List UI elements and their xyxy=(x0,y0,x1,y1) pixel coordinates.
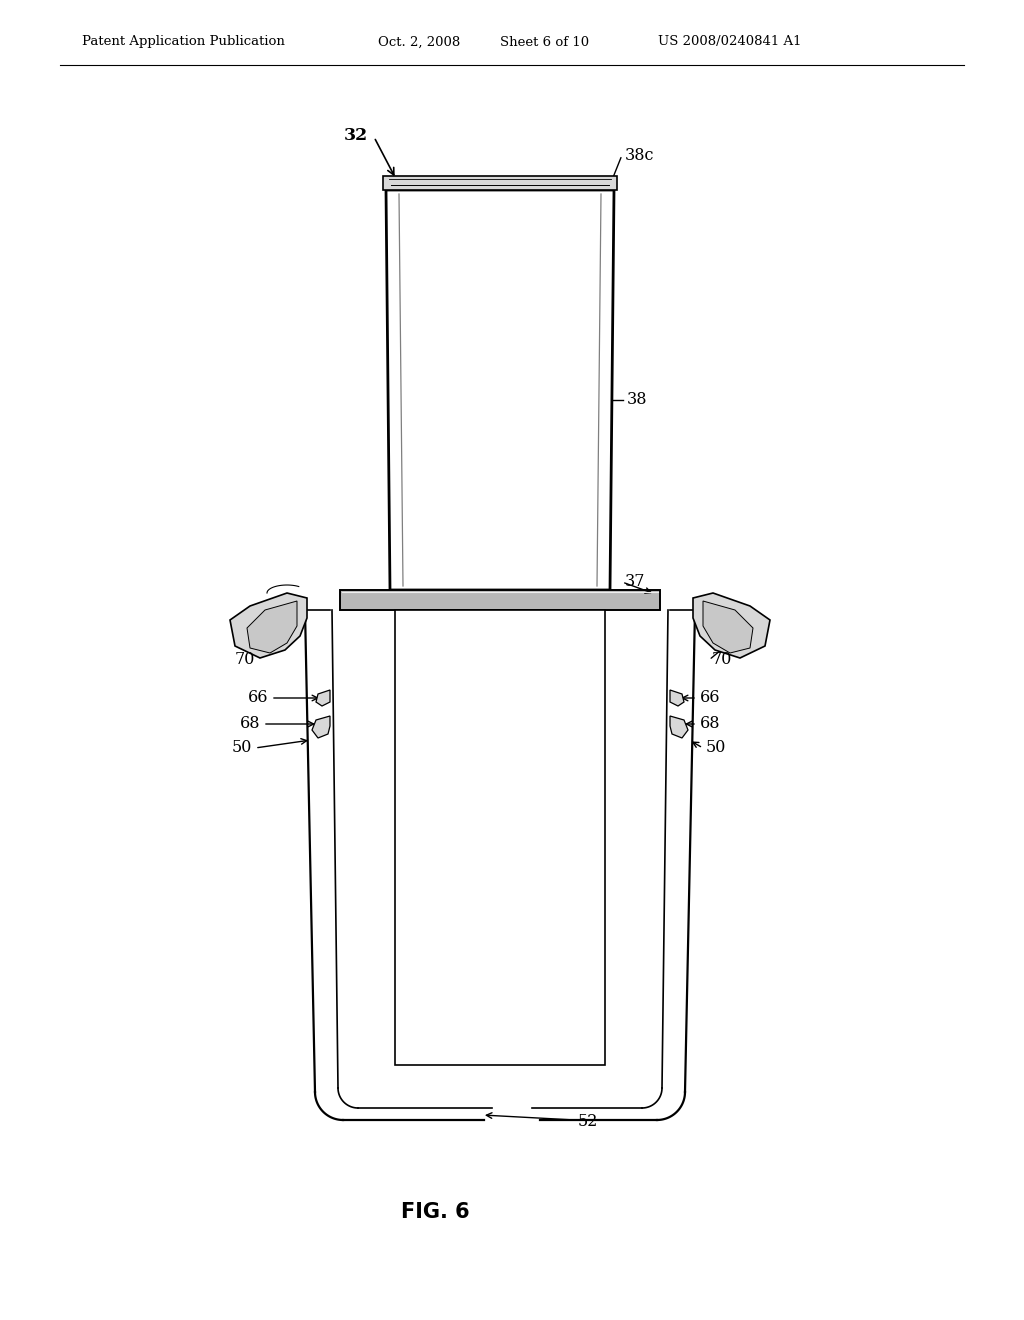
Text: 38: 38 xyxy=(627,392,647,408)
Polygon shape xyxy=(340,590,660,610)
Text: 70: 70 xyxy=(234,652,255,668)
Polygon shape xyxy=(670,715,688,738)
Text: US 2008/0240841 A1: US 2008/0240841 A1 xyxy=(658,36,802,49)
Polygon shape xyxy=(670,690,684,706)
Polygon shape xyxy=(386,190,614,590)
Text: FIG. 6: FIG. 6 xyxy=(400,1203,469,1222)
Text: 38c: 38c xyxy=(625,147,654,164)
Text: Oct. 2, 2008: Oct. 2, 2008 xyxy=(378,36,460,49)
Text: 68: 68 xyxy=(240,715,260,733)
Polygon shape xyxy=(316,690,330,706)
Polygon shape xyxy=(230,593,307,657)
Text: Patent Application Publication: Patent Application Publication xyxy=(82,36,285,49)
Text: 68: 68 xyxy=(700,715,721,733)
Text: 37: 37 xyxy=(625,573,645,590)
Polygon shape xyxy=(395,610,605,1065)
Text: 70: 70 xyxy=(712,652,732,668)
Text: 50: 50 xyxy=(706,739,726,756)
Text: 52: 52 xyxy=(578,1114,598,1130)
Polygon shape xyxy=(383,176,617,190)
Polygon shape xyxy=(312,715,330,738)
Polygon shape xyxy=(693,593,770,657)
Text: 66: 66 xyxy=(248,689,268,706)
Polygon shape xyxy=(703,601,753,653)
Text: Sheet 6 of 10: Sheet 6 of 10 xyxy=(500,36,589,49)
Text: 50: 50 xyxy=(231,739,252,756)
Text: 32: 32 xyxy=(344,127,368,144)
Text: 66: 66 xyxy=(700,689,721,706)
Polygon shape xyxy=(247,601,297,653)
